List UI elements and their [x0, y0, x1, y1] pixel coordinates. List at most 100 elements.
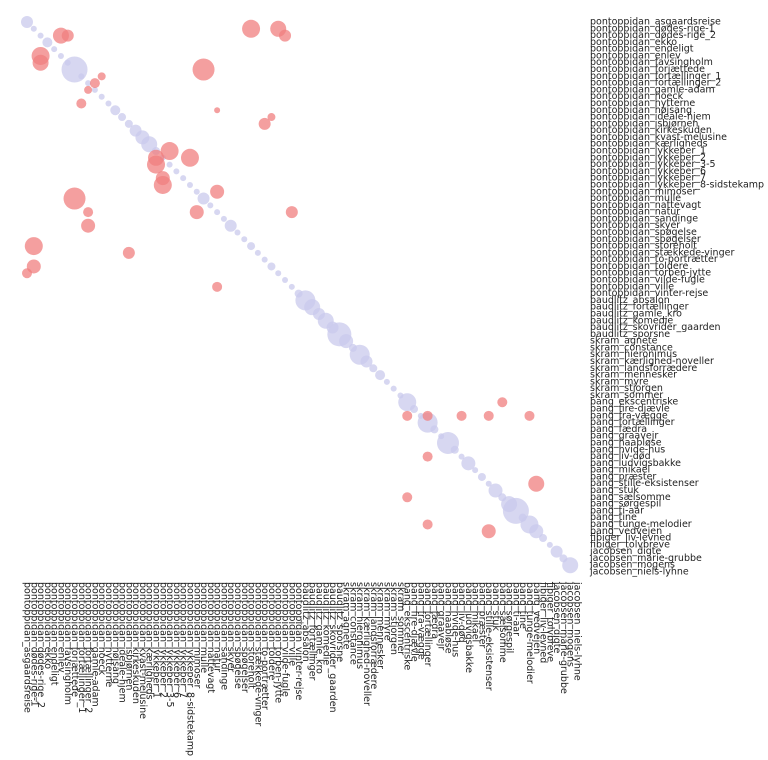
row-label: pontoppidan_kirkeskuden — [590, 125, 712, 136]
column-label: skram_agnete — [341, 582, 352, 650]
diagonal-bubble — [124, 119, 133, 128]
row-label: bang_vedvejen — [590, 526, 662, 537]
column-label: baudlitz_sporsne — [334, 582, 345, 662]
row-label: pontoppidan_forjættede — [590, 64, 705, 75]
link-bubble — [22, 268, 32, 279]
row-label: skram_constance — [590, 342, 673, 353]
row-label: baudlitz_absalon — [590, 295, 670, 306]
column-label: pontoppidan_dødes-rige_2 — [35, 582, 46, 708]
row-label: bang_haabløse — [590, 437, 662, 448]
column-label: pontoppidan_favsingholm — [62, 582, 73, 705]
column-label: pontoppidan_kærligheds — [144, 582, 155, 700]
link-bubble — [160, 142, 179, 161]
column-label: pontoppidan_hytterne — [103, 582, 114, 687]
row-label: pontoppidan_lykkeper_1 — [590, 146, 706, 157]
row-label: bang_fra-vægge — [590, 410, 668, 421]
row-label: pontoppidan_storeholt — [590, 241, 697, 252]
column-label: jacobsen_mogens — [565, 581, 576, 667]
diagonal-bubble — [234, 229, 241, 236]
diagonal-bubble — [562, 557, 579, 574]
column-label: pontoppidan_lykkeper_7 — [178, 582, 189, 698]
column-label: jacobsen_niels-lyhne — [572, 581, 583, 681]
row-label: pontoppidan_enlev — [590, 50, 681, 61]
row-label: pontoppidan_kærligheds — [590, 139, 708, 150]
diagonal-bubble — [550, 545, 563, 558]
link-bubble — [285, 206, 298, 219]
diagonal-bubble — [51, 46, 58, 53]
diagonal-bubble — [105, 100, 112, 107]
diagonal-bubble — [529, 524, 544, 539]
link-bubble — [481, 524, 496, 539]
diagonal-bubble — [390, 385, 397, 392]
link-bubble — [279, 29, 292, 42]
row-label: pontoppidan_mulle — [590, 193, 681, 204]
link-bubble — [83, 207, 94, 218]
link-bubble — [81, 218, 96, 233]
diagonal-bubble — [375, 370, 386, 381]
column-label: skram_myre — [381, 582, 392, 641]
diagonal-bubble — [430, 425, 439, 434]
column-label: pontoppidan_kirkeskuden — [130, 582, 141, 704]
column-label: bang_ekscentriske — [402, 582, 413, 670]
diagonal-bubble — [42, 37, 53, 48]
column-label: pontoppidan_vinter-rejse — [293, 582, 304, 700]
column-label: skram_hieronimus — [354, 582, 365, 669]
column-label: pontoppidan_mimoser — [191, 582, 202, 688]
link-bubble — [267, 113, 276, 122]
link-bubble — [24, 237, 43, 256]
diagonal-bubble — [214, 209, 221, 216]
column-label: pontoppidan_fortællinger_2 — [83, 582, 94, 713]
diagonal-bubble — [254, 249, 261, 256]
diagonal-bubble — [78, 73, 85, 80]
column-label: skram_kærlighed-noveller — [361, 582, 372, 706]
row-label: pontoppidan_spøgelse — [590, 227, 697, 238]
link-bubble — [61, 29, 74, 42]
row-label: pontoppidan_lykkeper_3-5 — [590, 159, 716, 170]
link-bubble — [76, 98, 87, 109]
row-label: pontoppidan_isbjørnen — [590, 118, 698, 129]
column-label: bang_tine — [517, 582, 528, 629]
column-label: bang_sælsomme — [497, 582, 508, 663]
diagonal-bubble — [166, 161, 173, 168]
column-label: pontoppidan_torben-jytte — [273, 582, 284, 703]
column-label: pontoppidan_toldere — [266, 582, 277, 680]
row-label: bang_sælsomme — [590, 492, 671, 503]
column-label: pontoppidan_nattevagt — [205, 582, 216, 693]
column-label: pontoppidan_spøgelser — [239, 582, 250, 693]
diagonal-bubble — [488, 483, 503, 498]
row-label: pontoppidan_sandinge — [590, 213, 698, 224]
diagonal-bubble — [261, 256, 268, 263]
diagonal-bubble — [30, 25, 37, 32]
diagonal-bubble — [110, 105, 121, 116]
column-label: jacobsen_marie-grubbe — [558, 581, 569, 694]
row-label: pontoppidan_højsang — [590, 105, 692, 116]
diagonal-bubble — [193, 188, 200, 195]
column-label: pontoppidan_ville — [286, 582, 297, 666]
diagonal-bubble — [98, 93, 105, 100]
column-label: pontoppidan_ideale-hjem — [117, 582, 128, 703]
column-label: skram_stjorgen — [388, 582, 399, 655]
link-bubble — [214, 107, 221, 114]
column-label: pontoppidan_natur — [212, 582, 223, 672]
link-bubble — [189, 205, 204, 220]
column-label: pontoppidan_skyer — [225, 582, 236, 672]
diagonal-bubble — [410, 405, 419, 414]
link-bubble — [122, 246, 135, 259]
link-bubble — [153, 175, 172, 194]
column-label: bang_tunge-melodier — [524, 582, 535, 684]
row-label: pontoppidan_lykkeper_6 — [590, 166, 706, 177]
column-label: bang_fædra — [429, 582, 440, 639]
column-label: pontoppidan_kvast-melusine — [137, 582, 148, 719]
column-label: pontoppidan_stækkede-vinger — [252, 582, 263, 726]
row-label: pontoppidan_torben-jytte — [590, 268, 711, 279]
column-label: pontoppidan_gamle-adam — [89, 582, 100, 707]
diagonal-bubble — [180, 175, 187, 182]
link-bubble — [528, 475, 545, 492]
diagonal-bubble — [369, 364, 378, 373]
row-label: pontoppidan_to-portrætter — [590, 254, 718, 265]
row-label: pontoppidan_vinter-rejse — [590, 288, 708, 299]
diagonal-bubble — [546, 541, 553, 548]
diagonal-bubble — [186, 181, 193, 188]
link-bubble — [180, 148, 199, 167]
link-bubble — [147, 155, 166, 174]
